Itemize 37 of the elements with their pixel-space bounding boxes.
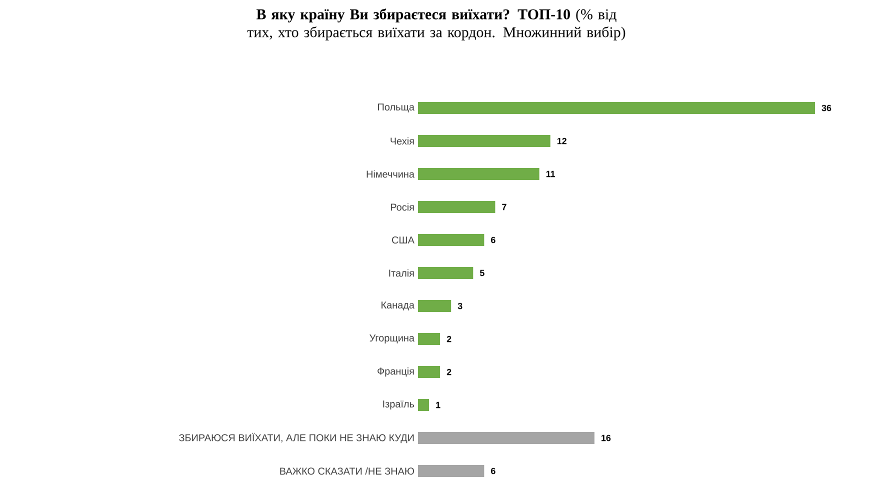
y-tick-label: ВАЖКО СКАЗАТИ /НЕ ЗНАЮ (280, 467, 414, 475)
y-tick-label: Італія (389, 269, 414, 277)
bar (418, 234, 484, 246)
y-tick-label: Польща (378, 104, 414, 112)
bar (418, 267, 474, 280)
data-label: 2 (446, 368, 452, 376)
y-tick-label: Німеччина (366, 170, 414, 178)
bar (418, 300, 452, 312)
y-tick-label: Росія (390, 203, 414, 211)
data-label: 2 (446, 336, 452, 342)
y-tick-label: США (392, 236, 414, 244)
data-label: 16 (602, 434, 611, 442)
bar (418, 432, 594, 444)
y-tick-label: ЗБИРАЮСЯ ВИЇХАТИ, АЛЕ ПОКИ НЕ ЗНАЮ КУДИ (179, 432, 414, 444)
bar (418, 168, 540, 180)
y-tick-label: Франція (378, 367, 414, 377)
data-label: 5 (480, 270, 484, 276)
y-tick-label: Ізраїль (383, 400, 414, 410)
bar (418, 465, 484, 478)
data-label: 1 (436, 402, 440, 408)
bar (418, 366, 440, 378)
chart-title: В яку країну Ви збираєтеся виїхати? ТОП-10 (% від тих, хто збирається виїхати за кордон. Множинний вибір) (247, 8, 626, 40)
bar (418, 201, 496, 214)
data-label: 6 (491, 468, 496, 474)
bar (418, 135, 550, 147)
data-label: 12 (557, 138, 566, 144)
bar (418, 333, 440, 346)
data-label: 11 (546, 170, 556, 178)
bar (418, 102, 816, 114)
bar (418, 399, 430, 412)
y-tick-label: Угорщина (370, 334, 414, 344)
data-label: 3 (458, 302, 462, 310)
y-tick-label: Канада (382, 302, 414, 310)
data-label: 7 (502, 204, 506, 210)
data-label: 36 (822, 104, 832, 112)
data-label: 6 (491, 236, 496, 244)
y-tick-label: Чехія (390, 137, 414, 145)
